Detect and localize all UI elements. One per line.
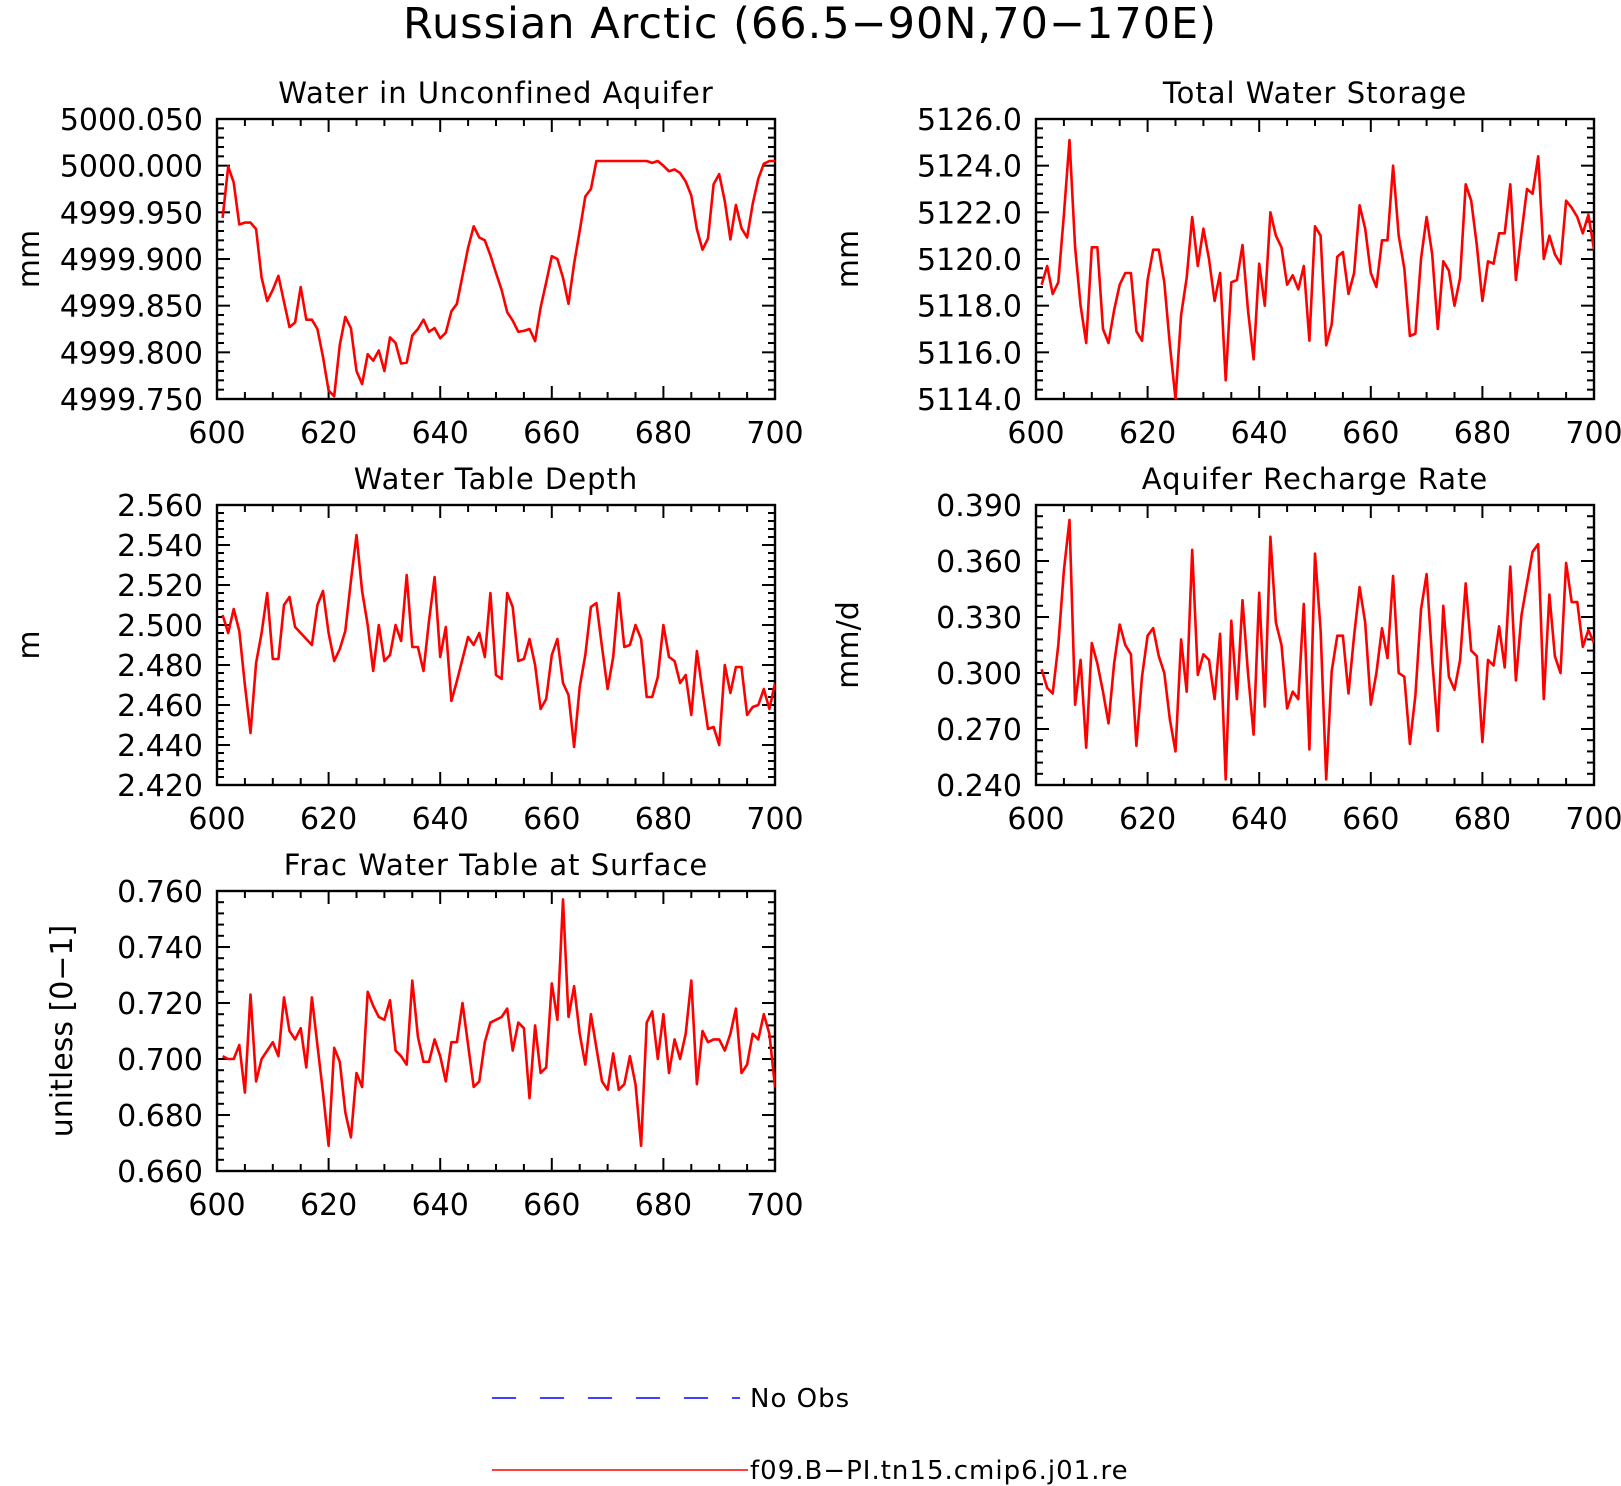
y-tick-label: 2.520: [117, 569, 203, 604]
panel-title: Frac Water Table at Surface: [284, 848, 708, 882]
x-tick-label: 680: [635, 1188, 692, 1223]
y-axis-label: mm: [12, 230, 47, 288]
y-tick-label: 0.360: [936, 545, 1022, 580]
y-tick-label: 0.760: [117, 875, 203, 910]
plot-frame: [215, 117, 777, 401]
chart-panel-4: Aquifer Recharge Rate 600 620 640 660 680 700 0…: [831, 462, 1621, 837]
series-line: [221, 159, 775, 398]
x-tick-label: 680: [635, 416, 692, 451]
panel-title: Water Table Depth: [354, 462, 639, 496]
figure-title: Russian Arctic (66.5−90N,70−170E): [403, 0, 1217, 49]
x-tick-label: 700: [746, 802, 803, 837]
y-tick-label: 5000.050: [60, 103, 203, 138]
x-tick-label: 700: [746, 416, 803, 451]
chart-panel-3: Water Table Depth 600 620 640 660 680 700 2.420…: [12, 462, 804, 837]
x-tick-label: 640: [412, 802, 469, 837]
y-tick-label: 4999.950: [60, 196, 203, 231]
y-axis-label: mm/d: [831, 601, 866, 689]
x-tick-label: 600: [188, 1188, 245, 1223]
y-tick-label: 0.680: [117, 1099, 203, 1134]
plot-frame: [1034, 117, 1596, 401]
y-tick-label: 5118.0: [917, 290, 1022, 325]
x-tick-label: 700: [1565, 802, 1621, 837]
x-tick-label: 620: [1119, 802, 1176, 837]
y-tick-label: 0.330: [936, 601, 1022, 636]
x-tick-label: 660: [1342, 802, 1399, 837]
y-tick-label: 4999.900: [60, 243, 203, 278]
y-tick-label: 4999.750: [60, 383, 203, 418]
x-tick-label: 660: [523, 802, 580, 837]
x-tick-label: 700: [746, 1188, 803, 1223]
y-axis-label: unitless [0−1]: [45, 925, 80, 1137]
y-tick-label: 5120.0: [917, 243, 1022, 278]
y-tick-label: 0.300: [936, 657, 1022, 692]
x-tick-label: 640: [1231, 416, 1288, 451]
y-tick-label: 0.270: [936, 713, 1022, 748]
x-tick-label: 620: [300, 1188, 357, 1223]
x-tick-label: 600: [1007, 802, 1064, 837]
y-tick-label: 2.460: [117, 689, 203, 724]
chart-panel-1: Water in Unconfined Aquifer 600 620 640 660 6…: [12, 76, 804, 451]
plot-frame: [215, 503, 777, 787]
panels: Water in Unconfined Aquifer 600 620 640 660 6…: [12, 76, 1621, 1223]
x-tick-label: 600: [188, 416, 245, 451]
chart-panel-2: Total Water Storage 600 620 640 660 680 700 511…: [831, 76, 1621, 451]
y-tick-label: 5126.0: [917, 103, 1022, 138]
x-tick-label: 600: [188, 802, 245, 837]
y-tick-label: 0.660: [117, 1155, 203, 1190]
y-tick-label: 4999.800: [60, 336, 203, 371]
legend: No Obs f09.B−PI.tn15.cmip6.j01.re: [492, 1384, 1129, 1486]
y-tick-label: 2.440: [117, 729, 203, 764]
series-line: [222, 898, 775, 1148]
chart-panel-5: Frac Water Table at Surface 600 620 640 660 6…: [45, 848, 804, 1223]
y-axis-label: mm: [831, 230, 866, 288]
y-tick-label: 2.540: [117, 529, 203, 564]
panel-title: Total Water Storage: [1162, 76, 1467, 110]
x-tick-label: 680: [1454, 416, 1511, 451]
y-tick-label: 5124.0: [917, 150, 1022, 185]
x-tick-label: 640: [412, 416, 469, 451]
y-tick-label: 0.240: [936, 769, 1022, 804]
y-tick-label: 2.480: [117, 649, 203, 684]
x-tick-label: 600: [1007, 416, 1064, 451]
y-tick-label: 0.720: [117, 987, 203, 1022]
plot-frame: [1034, 503, 1596, 787]
y-tick-label: 5122.0: [917, 196, 1022, 231]
x-tick-label: 680: [1454, 802, 1511, 837]
x-tick-label: 700: [1565, 416, 1621, 451]
y-tick-label: 5116.0: [917, 336, 1022, 371]
series-line: [1040, 518, 1594, 781]
y-tick-label: 2.560: [117, 489, 203, 524]
y-tick-label: 0.390: [936, 489, 1022, 524]
x-tick-label: 660: [523, 416, 580, 451]
y-tick-label: 5000.000: [60, 150, 203, 185]
y-tick-label: 4999.850: [60, 290, 203, 325]
series-line: [1040, 138, 1594, 399]
x-tick-label: 660: [1342, 416, 1399, 451]
y-tick-label: 0.700: [117, 1043, 203, 1078]
series-line: [221, 533, 775, 749]
y-tick-label: 0.740: [117, 931, 203, 966]
legend-run-label: f09.B−PI.tn15.cmip6.j01.re: [750, 1456, 1129, 1486]
x-tick-label: 620: [300, 416, 357, 451]
panel-title: Aquifer Recharge Rate: [1142, 462, 1489, 496]
x-tick-label: 680: [635, 802, 692, 837]
y-axis-label: m: [12, 630, 47, 659]
legend-no-obs-label: No Obs: [750, 1384, 850, 1414]
y-tick-label: 2.500: [117, 609, 203, 644]
x-tick-label: 660: [523, 1188, 580, 1223]
x-tick-label: 620: [1119, 416, 1176, 451]
y-tick-label: 5114.0: [917, 383, 1022, 418]
x-tick-label: 640: [1231, 802, 1288, 837]
x-tick-label: 640: [412, 1188, 469, 1223]
y-tick-label: 2.420: [117, 769, 203, 804]
x-tick-label: 620: [300, 802, 357, 837]
panel-title: Water in Unconfined Aquifer: [278, 76, 714, 110]
